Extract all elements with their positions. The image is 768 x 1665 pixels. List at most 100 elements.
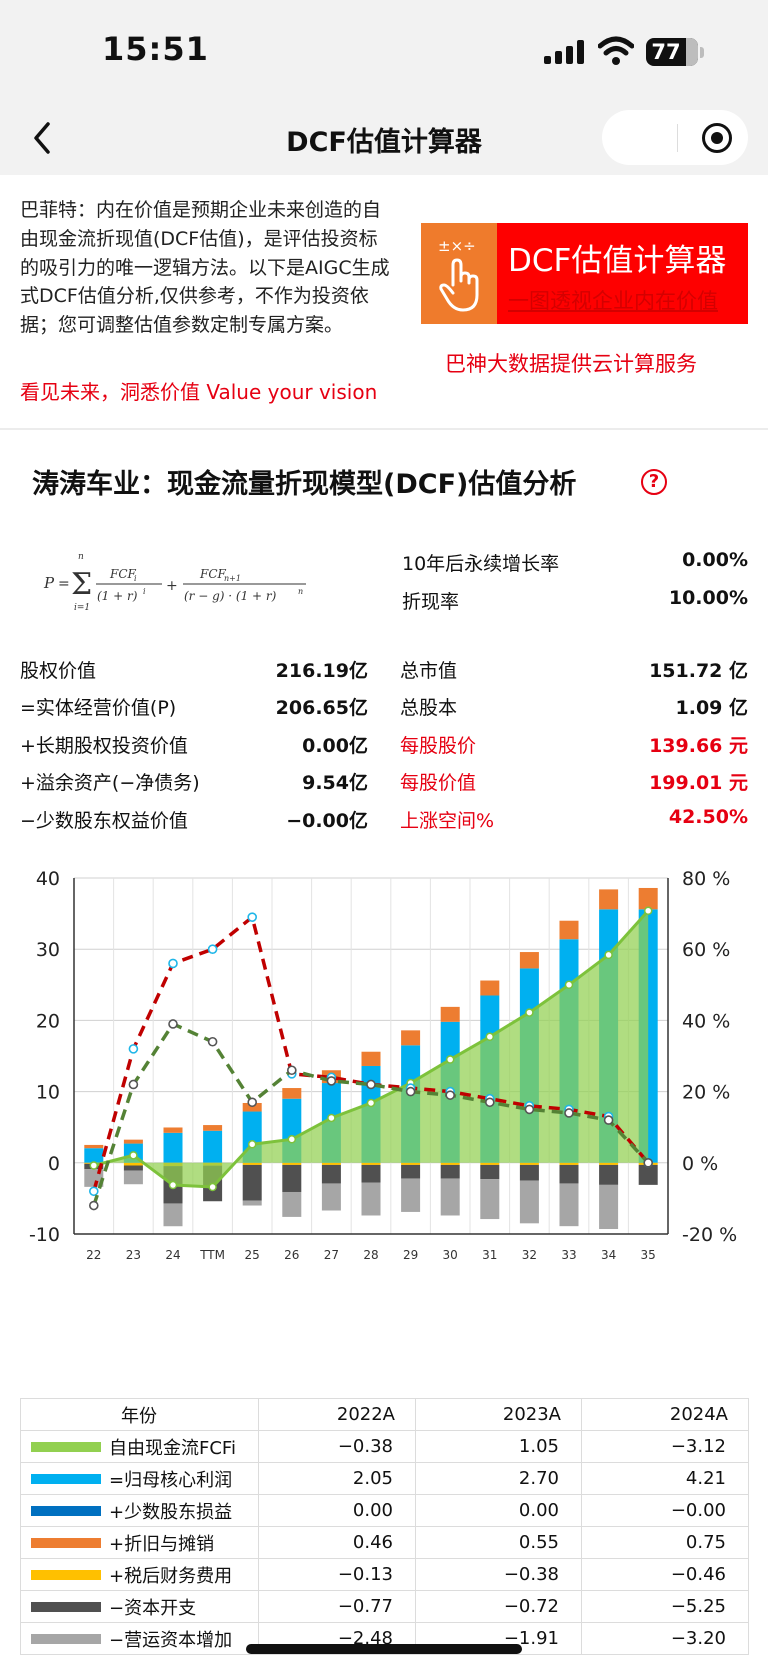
bar: [519, 952, 539, 969]
discount-rate-value[interactable]: 10.00%: [668, 587, 748, 609]
table-row-label: +折旧与摊销: [109, 1533, 215, 1555]
table-cell: −0.13: [258, 1558, 416, 1591]
table-cell: −0.77: [258, 1590, 416, 1623]
y2-tick-label: 20 %: [682, 1082, 730, 1104]
table-row-label: 自由现金流FCFi: [109, 1437, 236, 1459]
growth-rate-value[interactable]: 0.00%: [682, 549, 748, 571]
table-header-col: 2022A: [258, 1398, 416, 1431]
discount-rate-label: 折现率: [402, 591, 460, 613]
fcf-point: [485, 1032, 495, 1042]
bar: [123, 1170, 143, 1185]
bar: [321, 1164, 341, 1184]
growth-point: [564, 1108, 574, 1118]
market-cap-value: 151.72 亿: [649, 660, 748, 682]
upside-value: 42.50%: [668, 806, 748, 828]
help-icon[interactable]: ?: [641, 469, 667, 495]
nav-bar: DCF估值计算器: [0, 100, 768, 175]
bar: [282, 1164, 302, 1192]
fcf-point: [287, 1135, 297, 1144]
table-cell: −0.46: [581, 1558, 749, 1591]
section-divider: [0, 428, 768, 430]
growth-point: [524, 1104, 535, 1115]
bar: [242, 1200, 262, 1206]
bar: [242, 1102, 262, 1112]
table-row: +税后财务费用 −0.13 −0.38 −0.46: [20, 1558, 749, 1591]
bar: [321, 1162, 341, 1165]
bar: [638, 887, 658, 910]
bar: [361, 1051, 381, 1066]
x-tick-label: 26: [284, 1248, 299, 1262]
svg-text:Σ: Σ: [71, 567, 92, 602]
metric-value: 9.54亿: [302, 772, 368, 794]
bar: [203, 1130, 223, 1163]
fcf-point: [643, 906, 653, 916]
growth-point: [207, 944, 218, 954]
growth-point: [603, 1115, 614, 1125]
table-row-label-cell: +少数股东损益: [20, 1494, 259, 1527]
legend-swatch: [31, 1474, 101, 1484]
bar: [519, 1164, 539, 1181]
bar: [282, 1088, 302, 1099]
bar: [123, 1139, 143, 1144]
svg-text:FCF: FCF: [199, 567, 227, 581]
cellular-signal-icon: [544, 40, 586, 64]
fcf-point: [89, 1161, 99, 1170]
x-tick-label: 27: [324, 1248, 339, 1262]
y2-tick-label: 40 %: [682, 1010, 730, 1032]
bar: [559, 1162, 579, 1165]
bar: [599, 1184, 619, 1230]
table-cell: 2.05: [258, 1462, 416, 1495]
bar: [559, 1164, 579, 1184]
x-tick-label: 25: [245, 1248, 260, 1262]
svg-text:i: i: [143, 587, 146, 596]
bar: [123, 1165, 143, 1171]
bar: [123, 1162, 143, 1166]
svg-text:n: n: [78, 552, 84, 562]
bar: [282, 1191, 302, 1217]
bar: [84, 1144, 104, 1149]
bar: [321, 1183, 341, 1211]
growth-point: [128, 1079, 139, 1090]
fcf-point: [445, 1055, 455, 1064]
table-row: −资本开支 −0.77 −0.72 −5.25: [20, 1590, 749, 1623]
home-indicator: [246, 1644, 522, 1654]
svg-text:i: i: [134, 574, 137, 583]
bar: [559, 1183, 579, 1227]
metric-value: 206.65亿: [275, 697, 368, 719]
legend-swatch: [31, 1538, 101, 1548]
legend-swatch: [31, 1602, 101, 1612]
share-price-value: 139.66 元: [649, 735, 748, 757]
growth-point: [89, 1186, 99, 1197]
svg-text:(1 + r): (1 + r): [97, 589, 138, 603]
x-tick-label: 31: [482, 1248, 497, 1262]
bar: [599, 1164, 619, 1185]
fcf-point: [564, 980, 574, 990]
x-tick-label: 32: [522, 1248, 537, 1262]
growth-rate-label: 10年后永续增长率: [402, 553, 560, 575]
math-ops-icon: ±×÷: [438, 237, 476, 255]
growth-point: [445, 1090, 456, 1100]
y-tick-label: 10: [36, 1082, 60, 1104]
table-cell: −0.72: [415, 1590, 582, 1623]
growth-point: [286, 1065, 297, 1076]
market-cap-label: 总市值: [400, 660, 458, 682]
close-target-icon[interactable]: [702, 123, 732, 153]
back-arrow-icon[interactable]: [24, 118, 64, 158]
table-row-label: =归母核心利润: [109, 1469, 233, 1491]
table-cell: −3.12: [581, 1430, 749, 1463]
table-row-label-cell: −资本开支: [20, 1590, 259, 1623]
table-row-label: +少数股东损益: [109, 1501, 233, 1523]
table-cell: 2.70: [415, 1462, 582, 1495]
y2-tick-label: 60 %: [682, 939, 730, 961]
page-title: DCF估值计算器: [286, 127, 482, 158]
analysis-title: 涛涛车业：现金流量折现模型(DCF)估值分析: [32, 469, 577, 500]
table-cell: 1.05: [415, 1430, 582, 1463]
table-row-label: +税后财务费用: [109, 1565, 233, 1587]
fcf-point: [327, 1113, 336, 1123]
bar: [282, 1162, 302, 1165]
wifi-icon: [598, 36, 634, 65]
metric-label: +溢余资产(−净债务): [20, 772, 200, 794]
calculator-banner[interactable]: ±×÷ DCF估值计算器 一图透视企业内在价值: [421, 223, 748, 324]
bar: [599, 1162, 619, 1165]
